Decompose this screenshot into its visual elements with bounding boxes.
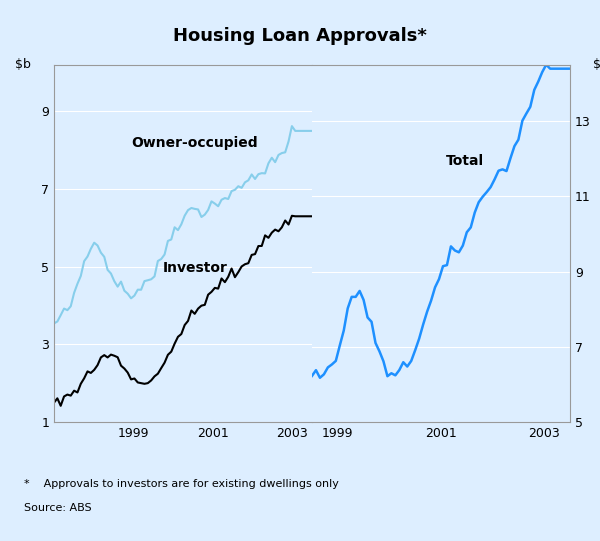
- Y-axis label: $b: $b: [593, 58, 600, 71]
- Text: Owner-occupied: Owner-occupied: [131, 136, 258, 150]
- Text: Housing Loan Approvals*: Housing Loan Approvals*: [173, 27, 427, 45]
- Y-axis label: $b: $b: [15, 58, 31, 71]
- Text: Source: ABS: Source: ABS: [24, 503, 92, 513]
- Text: *    Approvals to investors are for existing dwellings only: * Approvals to investors are for existin…: [24, 479, 339, 489]
- Text: Investor: Investor: [163, 261, 227, 275]
- Text: Total: Total: [446, 154, 484, 168]
